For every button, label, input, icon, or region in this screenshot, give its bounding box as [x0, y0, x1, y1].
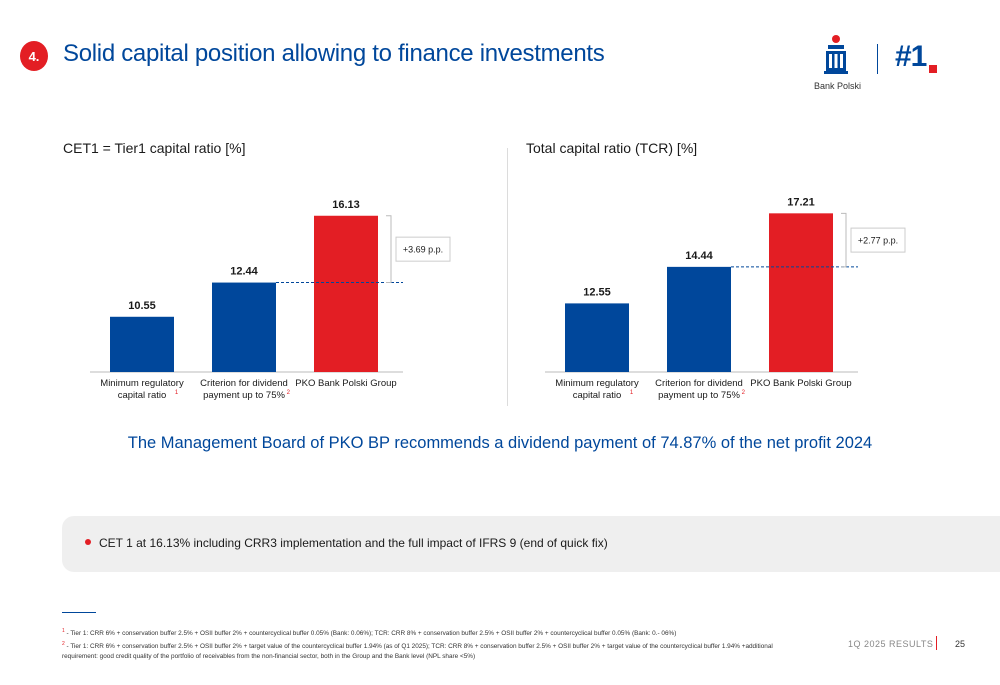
bullet-box: [62, 516, 1000, 572]
chart-title-tcr: Total capital ratio (TCR) [%]: [526, 140, 698, 156]
category-label-0-1: capital ratio: [573, 390, 622, 401]
footnote-mark-0: 1: [630, 390, 634, 396]
category-label-1-1: payment up to 75%: [203, 390, 285, 401]
bar-1: [667, 266, 731, 372]
pko-logo-icon: [824, 35, 848, 74]
chart-title-cet1: CET1 = Tier1 capital ratio [%]: [63, 140, 246, 156]
footnotes: 1 - Tier 1: CRR 6% + conservation buffer…: [62, 626, 782, 662]
page-number: 25: [955, 639, 966, 649]
bullet-dot: [85, 539, 91, 545]
rank-label: #1: [895, 40, 927, 73]
category-label-2-0: PKO Bank Polski Group: [295, 378, 396, 389]
footer-label: 1Q 2025 RESULTS: [848, 639, 934, 649]
value-label-0: 12.55: [583, 286, 611, 298]
logo-caption: Bank Polski: [814, 81, 862, 91]
category-label-1-0: Criterion for dividend: [655, 378, 743, 389]
bar-2: [314, 215, 378, 372]
category-label-0-0: Minimum regulatory: [555, 378, 639, 389]
difference-annotation: +3.69 p.p.: [403, 245, 443, 255]
chart-divider: [507, 148, 508, 406]
difference-bracket: [386, 215, 392, 284]
bar-2: [769, 213, 833, 372]
value-label-2: 16.13: [332, 199, 360, 211]
value-label-1: 14.44: [685, 250, 713, 262]
footnote-1: 1 - Tier 1: CRR 6% + conservation buffer…: [62, 628, 677, 638]
category-label-0-0: Minimum regulatory: [100, 378, 184, 389]
footnote-mark-1: 2: [742, 390, 746, 396]
value-label-1: 12.44: [230, 266, 258, 278]
footnote-rule: [62, 612, 96, 613]
section-number-badge: 4.: [20, 41, 48, 71]
category-label-1-1: payment up to 75%: [658, 390, 740, 401]
rank-dot: [929, 65, 937, 73]
bar-0: [565, 303, 629, 372]
difference-annotation: +2.77 p.p.: [858, 236, 898, 246]
footer-separator: [936, 636, 937, 650]
category-label-1-0: Criterion for dividend: [200, 378, 288, 389]
footnote-2: 2 - Tier 1: CRR 6% + conservation buffer…: [62, 641, 773, 661]
bar-0: [110, 316, 174, 372]
footnote-mark-0: 1: [175, 390, 179, 396]
dividend-recommendation: The Management Board of PKO BP recommend…: [127, 434, 873, 452]
footnote-mark-1: 2: [287, 390, 291, 396]
bullet-text: CET 1 at 16.13% including CRR3 implement…: [99, 536, 608, 550]
page-title: Solid capital position allowing to finan…: [63, 40, 605, 67]
category-label-0-1: capital ratio: [118, 390, 167, 401]
header-divider: [877, 44, 878, 74]
bar-1: [212, 282, 276, 372]
difference-bracket: [841, 212, 847, 268]
annotation-box: [850, 227, 906, 253]
category-label-2-0: PKO Bank Polski Group: [750, 378, 851, 389]
value-label-0: 10.55: [128, 300, 156, 312]
value-label-2: 17.21: [787, 196, 815, 208]
annotation-box: [395, 236, 451, 262]
